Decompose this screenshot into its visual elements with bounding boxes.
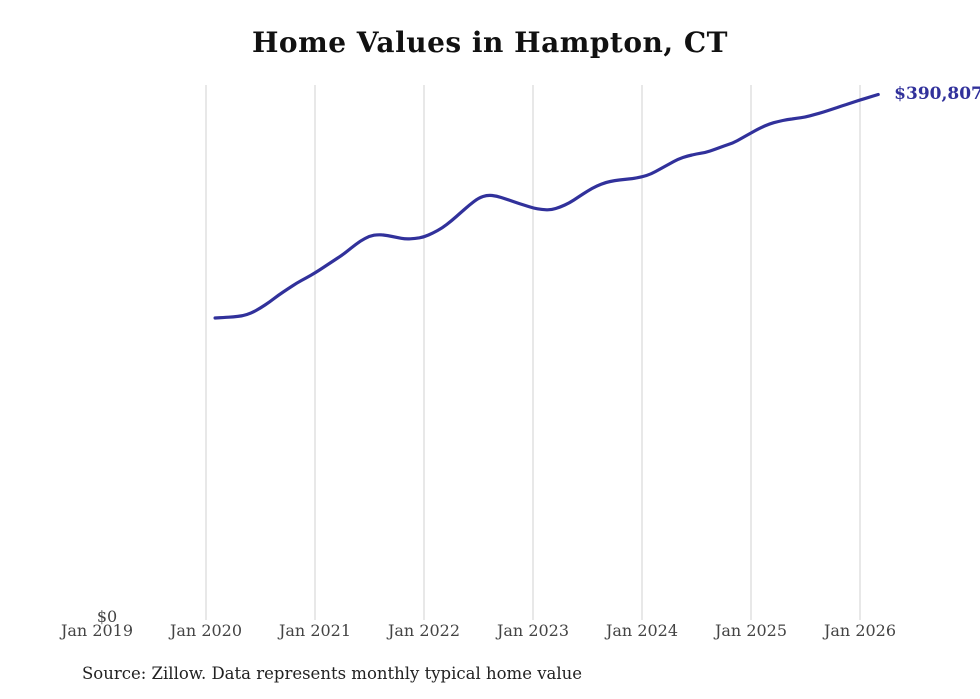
x-tick-label: Jan 2020 bbox=[169, 621, 243, 640]
source-note: Source: Zillow. Data represents monthly … bbox=[82, 664, 583, 683]
home-value-series-line bbox=[213, 92, 880, 320]
chart-title: Home Values in Hampton, CT bbox=[251, 26, 729, 59]
y-axis-zero-tick-label: $0 bbox=[96, 607, 118, 626]
x-tick-label: Jan 2021 bbox=[278, 621, 352, 640]
x-tick-label: Jan 2024 bbox=[605, 621, 679, 640]
x-tick-label: Jan 2019 bbox=[60, 621, 134, 640]
x-tick-label: Jan 2023 bbox=[496, 621, 570, 640]
latest-value-label: $390,807 bbox=[894, 83, 980, 104]
x-tick-label: Jan 2026 bbox=[823, 621, 897, 640]
x-tick-label: Jan 2022 bbox=[387, 621, 461, 640]
x-tick-label: Jan 2025 bbox=[714, 621, 788, 640]
